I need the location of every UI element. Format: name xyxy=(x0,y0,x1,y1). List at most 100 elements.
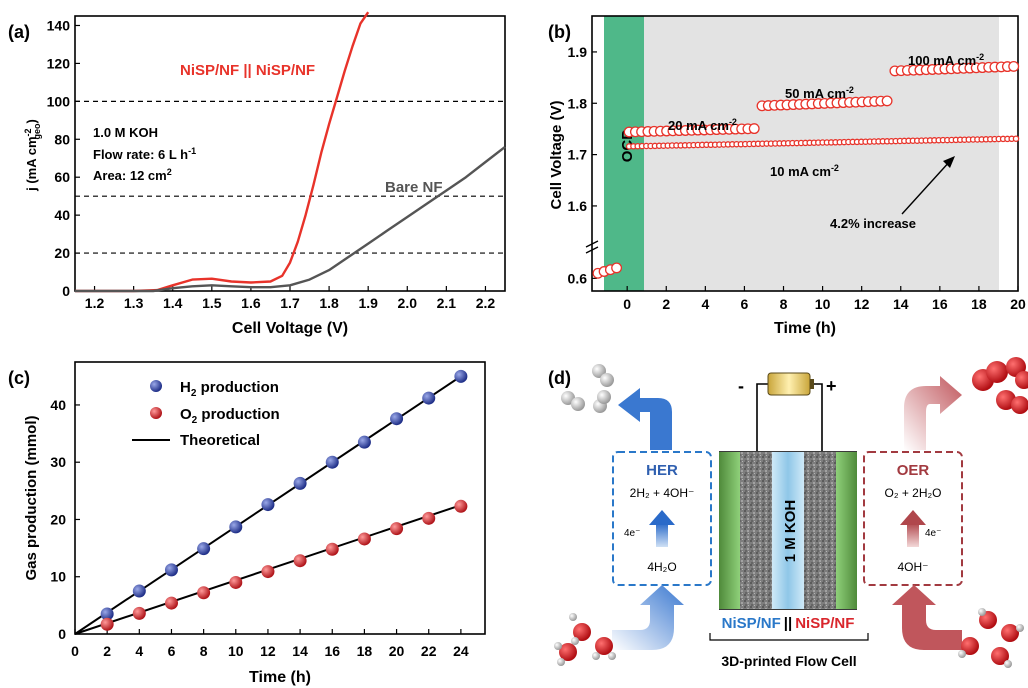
axis-break-marker xyxy=(585,240,599,254)
electrode-sep: || xyxy=(784,615,792,632)
her-electrons: 4e⁻ xyxy=(624,528,640,539)
x-tick-label: 24 xyxy=(453,643,469,659)
her-equation: 2H₂ + 4OH⁻ xyxy=(630,486,695,500)
y-tick-label: 100 xyxy=(47,93,71,109)
panel-b-label-100ma: 100 mA cm-2 xyxy=(908,52,984,68)
oer-in-arrow xyxy=(892,585,962,650)
panel-a-annotation-flow-sup: -1 xyxy=(188,146,196,156)
x-tick-label: 1.9 xyxy=(358,295,378,311)
x-tick-label: 6 xyxy=(168,643,176,659)
x-tick-label: 1.2 xyxy=(85,295,105,311)
panel-a-annotation-area-text: Area: 12 cm xyxy=(93,168,167,183)
panel-b-shaded-region xyxy=(644,16,999,291)
x-tick-label: 16 xyxy=(324,643,340,659)
o2-data-point xyxy=(325,542,339,556)
x-tick-label: 2.2 xyxy=(476,295,496,311)
panel-a-ylabel-sup: -2 xyxy=(23,128,33,136)
data-point-50-ma-cm-2 xyxy=(881,95,893,107)
data-point-ocp xyxy=(611,262,623,274)
her-arrow-shaft xyxy=(656,523,668,547)
o2-data-point xyxy=(422,511,436,525)
panel-c-xlabel: Time (h) xyxy=(249,669,311,686)
oer-equation: O₂ + 2H₂O xyxy=(885,486,942,500)
hydroxide-molecules-right xyxy=(958,608,1024,668)
y-tick-label: 1.7 xyxy=(568,147,588,163)
her-out-arrow xyxy=(618,388,672,450)
y-tick-label: 30 xyxy=(50,454,66,470)
oer-arrow-shaft xyxy=(907,523,919,547)
oer-reactant: 4OH⁻ xyxy=(897,560,928,574)
y-tick-label: 0 xyxy=(62,283,70,299)
panel-a-series-label-bare: Bare NF xyxy=(385,179,443,196)
panel-b-xlabel: Time (h) xyxy=(774,320,836,337)
h2-data-point xyxy=(100,607,114,621)
x-tick-label: 1.8 xyxy=(319,295,339,311)
her-in-arrow xyxy=(612,585,684,650)
oer-box xyxy=(863,451,963,586)
panel-c-legend-h2-b: production xyxy=(196,379,279,396)
x-tick-label: 0 xyxy=(71,643,79,659)
x-tick-label: 4 xyxy=(701,296,709,312)
o2-data-point xyxy=(454,499,468,513)
panel-c-plot-frame xyxy=(74,361,486,635)
h2-data-point xyxy=(293,476,307,490)
water-molecules-left xyxy=(554,613,616,666)
h2-data-point xyxy=(325,455,339,469)
o2-data-point xyxy=(390,522,404,536)
y-tick-label: 140 xyxy=(47,17,71,33)
series-line-nisp xyxy=(75,11,370,293)
panel-a-annotation-area-sup: 2 xyxy=(167,167,172,177)
panel-b-label-10ma-text: 10 mA cm xyxy=(770,164,831,179)
x-tick-label: 2.1 xyxy=(437,295,457,311)
electrolyte-label: 1 M KOH xyxy=(782,500,799,563)
her-reactant: 4H₂O xyxy=(647,560,676,574)
y-tick-label: 20 xyxy=(54,245,70,261)
panel-a-label: (a) xyxy=(8,22,30,42)
o2-data-point xyxy=(164,596,178,610)
battery-icon xyxy=(767,372,811,396)
y-tick-label: 40 xyxy=(50,397,66,413)
panel-b-ylabel: Cell Voltage (V) xyxy=(548,101,565,210)
y-tick-label: 1.9 xyxy=(568,44,588,60)
x-tick-label: 20 xyxy=(1010,296,1026,312)
left-noise-layer xyxy=(740,452,772,609)
h2-data-point xyxy=(197,542,211,556)
electrolyte-channel xyxy=(772,452,804,609)
y-tick-label: 0 xyxy=(58,626,66,642)
x-tick-label: 12 xyxy=(260,643,276,659)
panel-b-increase-arrowhead xyxy=(943,156,955,168)
battery-terminal xyxy=(810,379,814,389)
o2-data-point xyxy=(197,586,211,600)
panel-c-legend-h2-sub: 2 xyxy=(191,388,197,399)
panel-a-ylabel-sub: geo xyxy=(32,123,42,140)
y-tick-label: 10 xyxy=(50,569,66,585)
h2-data-point xyxy=(390,412,404,426)
panel-b-label-100ma-text: 100 mA cm xyxy=(908,53,976,68)
y-tick-label: 120 xyxy=(47,55,71,71)
panel-b-plot-frame xyxy=(591,15,1019,292)
panel-a-annotation-flow: Flow rate: 6 L h-1 xyxy=(93,146,196,162)
h2-data-point xyxy=(357,435,371,449)
x-tick-label: 8 xyxy=(200,643,208,659)
panel-a-ylabel-close: ) xyxy=(24,119,39,123)
panel-b-increase-note: 4.2% increase xyxy=(830,216,916,231)
panel-b-label-50ma-sup: -2 xyxy=(846,85,854,95)
oer-out-arrow xyxy=(904,376,962,450)
panel-a-ylabel: j (mA cm-2geo) xyxy=(23,119,42,192)
h2-data-point xyxy=(261,498,275,512)
y-tick-label: 20 xyxy=(50,511,66,527)
h2-data-point xyxy=(229,520,243,534)
right-noise-layer xyxy=(804,452,836,609)
x-tick-label: 20 xyxy=(389,643,405,659)
x-tick-label: 2.0 xyxy=(398,295,418,311)
x-tick-label: 2 xyxy=(103,643,111,659)
x-tick-label: 8 xyxy=(780,296,788,312)
x-tick-label: 10 xyxy=(815,296,831,312)
y-tick-label: 40 xyxy=(54,207,70,223)
her-title: HER xyxy=(646,462,678,479)
panel-b-label: (b) xyxy=(548,22,571,42)
panel-b-label-100ma-sup: -2 xyxy=(976,52,984,62)
data-point-100-ma-cm-2 xyxy=(1008,60,1020,72)
panel-c-legend: H2 production O2 production Theoretical xyxy=(132,379,280,449)
